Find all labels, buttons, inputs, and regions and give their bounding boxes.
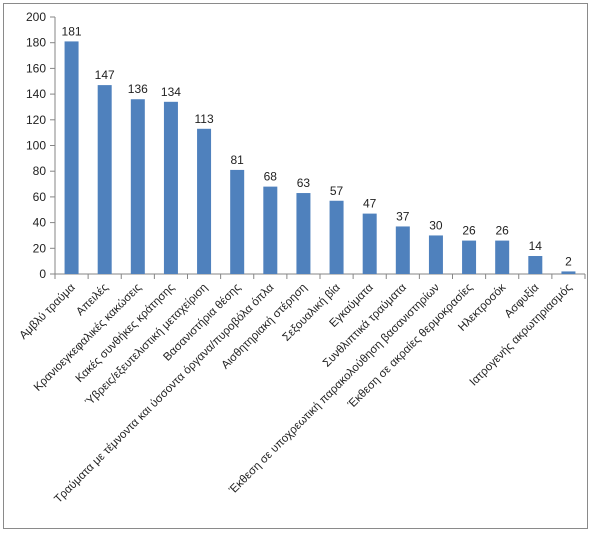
data-label: 2 bbox=[565, 254, 572, 268]
data-label: 134 bbox=[161, 85, 181, 99]
bar bbox=[263, 186, 278, 274]
bar bbox=[362, 213, 377, 274]
bar bbox=[230, 169, 245, 274]
data-label: 47 bbox=[363, 197, 377, 211]
y-tick-label: 100 bbox=[26, 139, 46, 153]
y-tick-label: 60 bbox=[33, 190, 47, 204]
bar bbox=[296, 193, 311, 274]
bar bbox=[130, 99, 145, 275]
chart-data-labels: 181 147 136 134 113 81 68 63 57 47 37 30 26 26 14 2 bbox=[62, 24, 573, 268]
bar bbox=[197, 128, 212, 274]
data-label: 136 bbox=[128, 82, 148, 96]
y-tick-label: 40 bbox=[33, 216, 47, 230]
y-tick-label: 140 bbox=[26, 87, 46, 101]
y-tick-label: 180 bbox=[26, 36, 46, 50]
bar bbox=[395, 226, 410, 274]
bar bbox=[64, 41, 79, 274]
data-label: 113 bbox=[194, 112, 213, 126]
y-tick-label: 200 bbox=[26, 10, 46, 24]
y-tick-label: 160 bbox=[26, 61, 46, 75]
bar bbox=[428, 235, 443, 274]
y-tick-label: 0 bbox=[39, 267, 46, 281]
bar bbox=[329, 200, 344, 274]
chart-bars bbox=[64, 41, 576, 275]
bar bbox=[495, 240, 510, 274]
y-tick-label: 120 bbox=[26, 113, 46, 127]
data-label: 30 bbox=[429, 218, 443, 232]
category-label: Σεξουαλική βία bbox=[281, 281, 343, 343]
data-label: 68 bbox=[264, 170, 278, 184]
bar bbox=[561, 271, 576, 274]
data-label: 147 bbox=[95, 68, 115, 82]
data-label: 26 bbox=[462, 224, 476, 238]
category-label: Ύβρεις/εξευτελιστική μεταχείριση bbox=[83, 282, 210, 409]
data-label: 57 bbox=[330, 184, 344, 198]
data-label: 37 bbox=[396, 209, 410, 223]
bar bbox=[528, 256, 543, 274]
data-label: 181 bbox=[62, 24, 82, 38]
bar bbox=[462, 240, 477, 274]
data-label: 81 bbox=[231, 153, 245, 167]
bar bbox=[163, 101, 178, 274]
data-label: 63 bbox=[297, 176, 311, 190]
data-label: 14 bbox=[529, 239, 543, 253]
data-label: 26 bbox=[496, 224, 510, 238]
bar bbox=[97, 85, 112, 274]
y-tick-label: 80 bbox=[33, 164, 47, 178]
y-tick-label: 20 bbox=[33, 241, 47, 255]
category-label: Αμβλύ τραύμα bbox=[17, 281, 77, 341]
